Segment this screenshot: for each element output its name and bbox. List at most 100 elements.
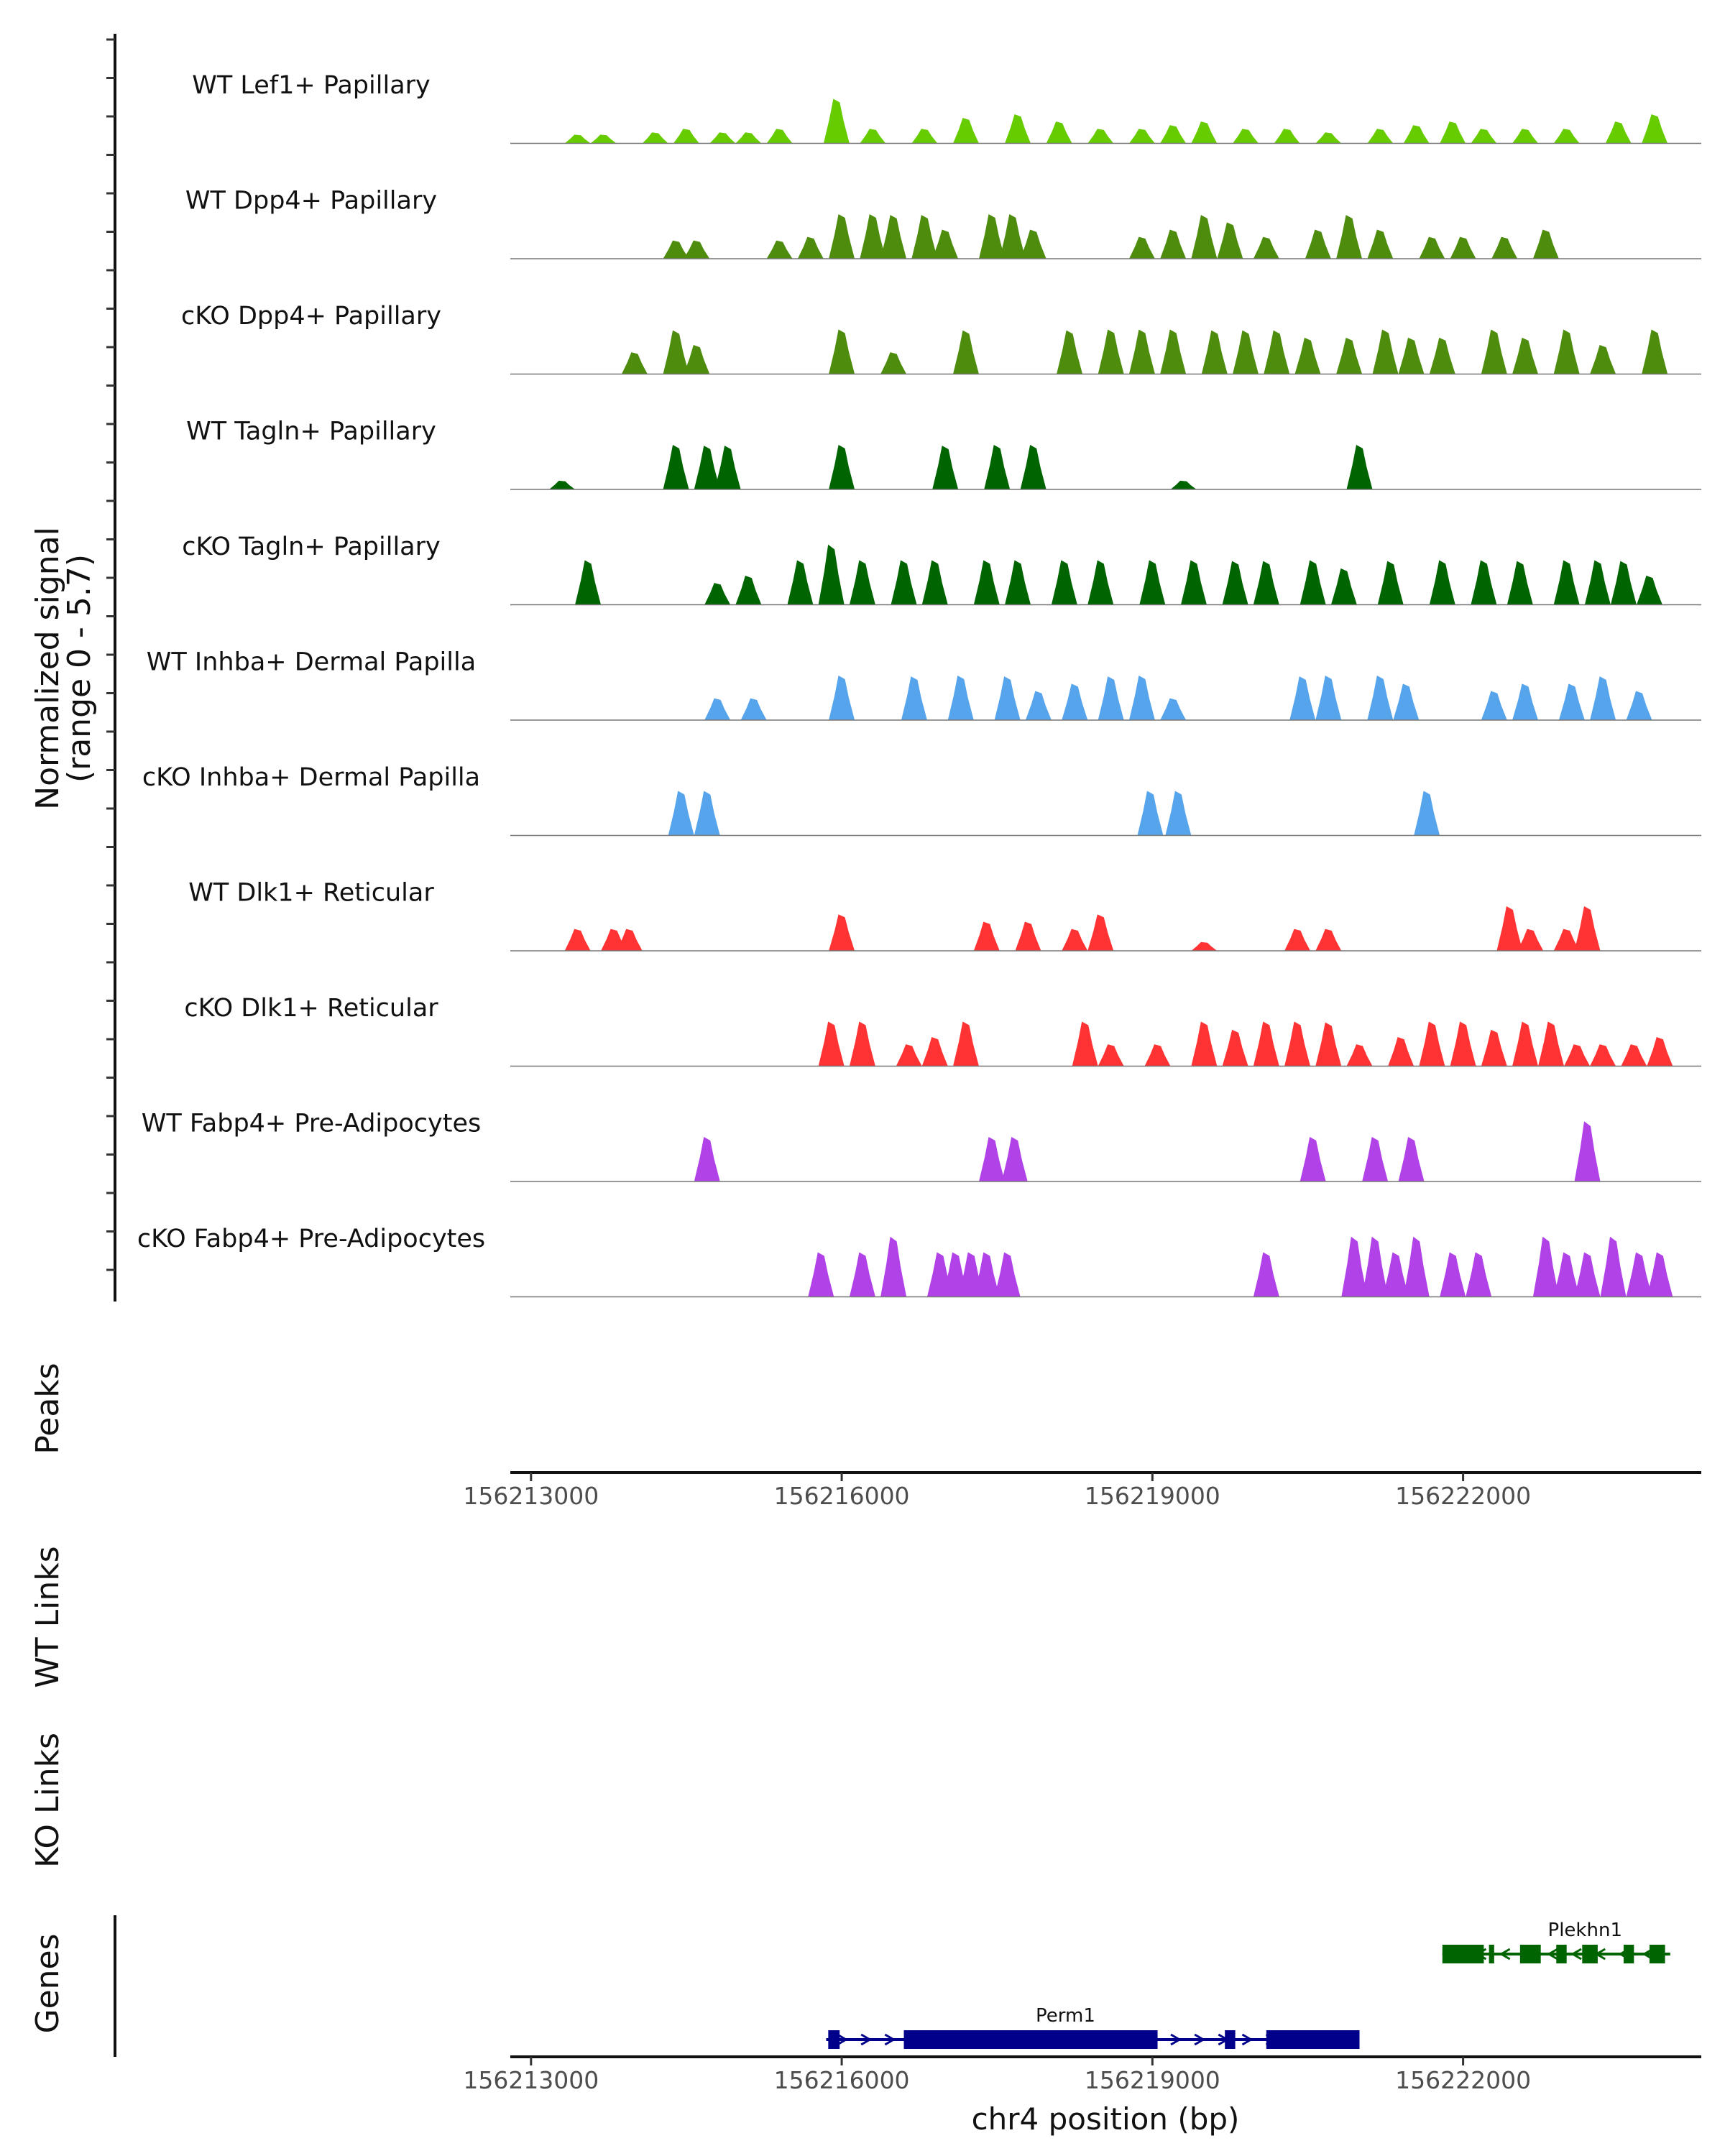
coverage-peak xyxy=(787,560,814,605)
strand-arrow xyxy=(884,2033,896,2046)
coverage-peak xyxy=(1506,561,1533,605)
coverage-peak xyxy=(1398,1137,1425,1181)
coverage-peak xyxy=(1233,330,1259,374)
coverage-peak xyxy=(984,445,1011,489)
track-label: WT Inhba+ Dermal Papilla xyxy=(147,648,476,677)
track-0: WT Lef1+ Papillary xyxy=(192,71,1701,144)
coverage-peak xyxy=(1481,329,1507,374)
coverage-peak xyxy=(932,229,959,259)
coverage-peak xyxy=(663,445,689,489)
coverage-peak xyxy=(1160,229,1187,259)
strand-arrow xyxy=(1194,2033,1206,2046)
coverage-peak xyxy=(766,240,793,259)
coverage-peak xyxy=(1087,129,1114,144)
track-label: cKO Dpp4+ Papillary xyxy=(181,302,441,331)
gene-1: Perm1 xyxy=(826,2005,1360,2049)
coverage-peak xyxy=(616,929,643,951)
coverage-peak xyxy=(979,214,1006,259)
coverage-peak xyxy=(1512,337,1539,374)
coverage-peak xyxy=(1553,1252,1580,1297)
track-label: WT Dpp4+ Papillary xyxy=(185,187,437,216)
coverage-peak xyxy=(1647,1036,1673,1067)
coverage-peak xyxy=(684,240,710,259)
track-5: WT Inhba+ Dermal Papilla xyxy=(147,648,1701,721)
coverage-peak xyxy=(797,236,824,259)
coverage-peak xyxy=(1087,560,1114,605)
coverage-peak xyxy=(1532,229,1559,259)
strand-arrow xyxy=(1570,1948,1582,1961)
y-axis-title: Normalized signal (range 0 - 5.7) xyxy=(29,527,98,810)
coverage-peak xyxy=(1590,676,1616,720)
coverage-peak xyxy=(1062,683,1088,720)
coverage-peak xyxy=(1294,337,1321,374)
coverage-peak xyxy=(1362,1236,1389,1297)
coverage-peak xyxy=(1621,1044,1647,1067)
coverage-peak xyxy=(1367,229,1394,259)
track-10: cKO Fabp4+ Pre-Adipocytes xyxy=(137,1225,1701,1298)
coverage-peak xyxy=(1481,691,1507,720)
coverage-peak xyxy=(663,330,689,374)
coverage-peak xyxy=(1512,1021,1539,1067)
coverage-peak xyxy=(1512,683,1539,720)
coverage-peak xyxy=(952,330,979,374)
coverage-peak xyxy=(1160,125,1187,144)
genes-panel-label: Genes xyxy=(29,1933,66,2033)
strand-arrow xyxy=(1499,1948,1511,1961)
gene-exon xyxy=(1556,1945,1567,1963)
coverage-peak xyxy=(973,560,1000,605)
gene-name-label: Plekhn1 xyxy=(1548,1920,1622,1941)
coverage-peak xyxy=(663,240,689,259)
coverage-peak xyxy=(1367,129,1394,144)
gene-exon xyxy=(1519,1945,1541,1963)
track-8: cKO Dlk1+ Reticular xyxy=(184,994,1701,1067)
coverage-peak xyxy=(564,134,591,144)
coverage-peak xyxy=(1289,676,1316,720)
coverage-peak xyxy=(694,446,720,489)
gene-exon xyxy=(1623,1945,1634,1963)
coverage-peak xyxy=(994,1252,1021,1297)
coverage-peak xyxy=(1346,1044,1373,1067)
coverage-peak xyxy=(575,560,602,605)
coverage-peak xyxy=(1160,698,1187,720)
x-tick-label: 156219000 xyxy=(1085,1482,1220,1510)
track-label: WT Fabp4+ Pre-Adipocytes xyxy=(142,1110,481,1138)
track-3: WT Tagln+ Papillary xyxy=(186,418,1701,490)
coverage-peak xyxy=(1553,560,1580,605)
gene-exon xyxy=(1225,2030,1236,2049)
coverage-peak xyxy=(896,1044,922,1067)
coverage-peak xyxy=(1253,236,1279,259)
coverage-peak xyxy=(1642,114,1668,144)
coverage-peak xyxy=(1590,1044,1616,1067)
gene-models: Plekhn1 Perm1 xyxy=(826,1920,1670,2049)
coverage-peak xyxy=(1440,121,1466,144)
peaks-x-axis: 156213000 156216000 156219000 156222000 xyxy=(463,1473,1531,1510)
coverage-peak xyxy=(1165,791,1192,836)
coverage-peak xyxy=(1315,1022,1342,1067)
coverage-peak xyxy=(735,132,762,144)
coverage-peak xyxy=(1284,1021,1311,1067)
coverage-peak xyxy=(1222,561,1248,605)
coverage-peak xyxy=(1429,337,1455,374)
coverage-peak xyxy=(1128,129,1155,144)
coverage-peak xyxy=(1087,914,1114,951)
x-tick-label: 156222000 xyxy=(1395,2066,1531,2094)
coverage-peak xyxy=(1253,1021,1279,1067)
coverage-peak xyxy=(1217,222,1243,259)
coverage-peak xyxy=(1191,215,1218,259)
coverage-peak xyxy=(1398,337,1425,374)
coverage-peak xyxy=(714,446,741,489)
coverage-peak xyxy=(1201,330,1228,374)
coverage-peak xyxy=(994,676,1021,720)
strand-arrow xyxy=(860,2033,873,2046)
coverage-peak xyxy=(1025,691,1052,720)
coverage-peak xyxy=(1382,1252,1409,1297)
coverage-peak xyxy=(1564,1044,1591,1067)
gene-exon xyxy=(1582,1945,1598,1963)
coverage-peak xyxy=(829,329,855,374)
coverage-peak xyxy=(880,215,907,259)
coverage-peak xyxy=(880,1236,907,1297)
x-tick-label: 156222000 xyxy=(1395,1482,1531,1510)
coverage-peak xyxy=(1315,929,1342,951)
coverage-peak xyxy=(1393,683,1420,720)
coverage-peak xyxy=(1180,560,1207,605)
